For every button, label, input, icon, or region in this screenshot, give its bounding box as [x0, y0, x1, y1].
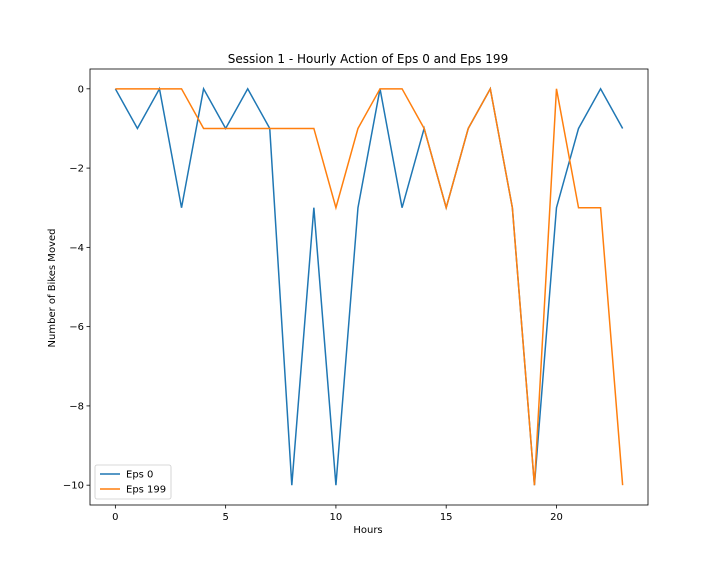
legend-label-0: Eps 0 [126, 470, 153, 481]
y-axis-label: Number of Bikes Moved [47, 229, 58, 348]
chart-title: Session 1 - Hourly Action of Eps 0 and E… [228, 52, 508, 66]
y-tick-label: −10 [63, 481, 84, 492]
y-tick-label: −4 [69, 243, 84, 254]
x-tick-label: 0 [112, 512, 118, 523]
x-axis: 0 5 10 15 20 [112, 505, 563, 523]
series-line-0 [114, 86, 624, 486]
x-tick-label: 5 [222, 512, 228, 523]
y-tick-label: −6 [69, 322, 84, 333]
y-tick-label: 0 [78, 84, 84, 95]
x-tick-label: 20 [550, 512, 563, 523]
y-tick-label: −2 [69, 164, 84, 175]
plot-area-frame [89, 68, 649, 506]
series-line-1 [115, 86, 624, 486]
x-axis-label: Hours [353, 525, 382, 536]
y-tick-label: −8 [69, 401, 84, 412]
x-tick-label: 15 [440, 512, 453, 523]
x-tick-label: 10 [330, 512, 343, 523]
series-layer [114, 86, 624, 486]
legend-label-1: Eps 199 [126, 485, 166, 496]
y-axis: 0 −2 −4 −6 −8 −10 [63, 84, 90, 492]
legend: Eps 0 Eps 199 [94, 464, 172, 500]
